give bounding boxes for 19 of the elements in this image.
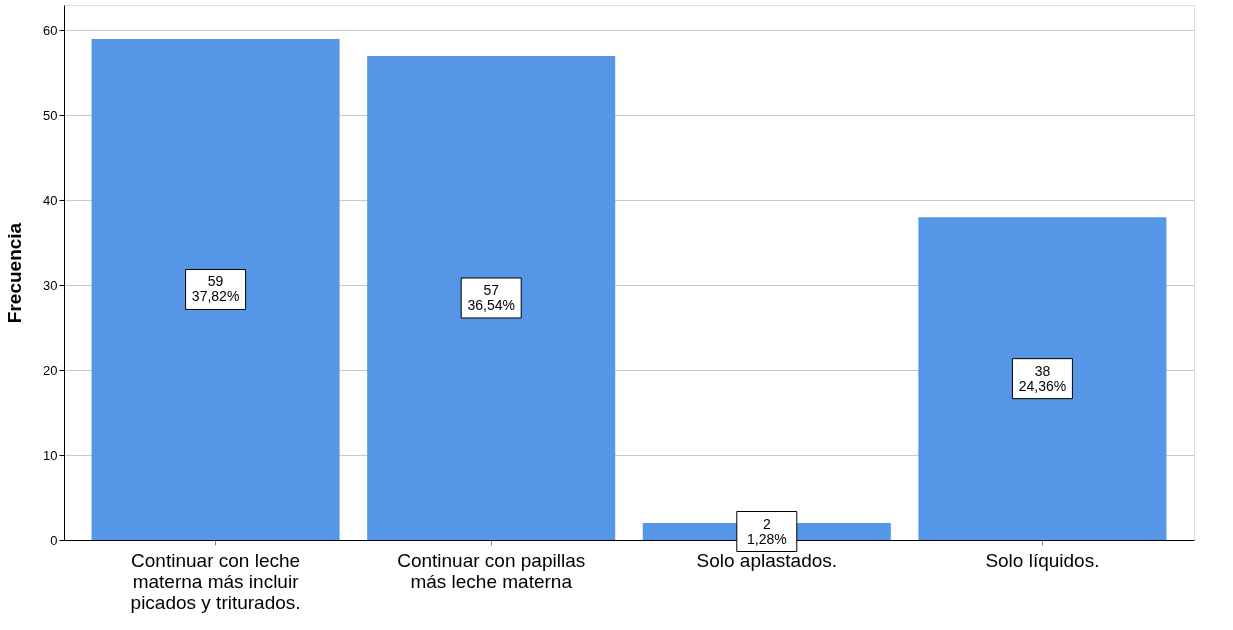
data-label: 59 37,82% [191, 273, 240, 305]
data-label: 57 36,54% [467, 281, 515, 313]
y-tick-label: 0 [50, 532, 58, 548]
data-label: 2 1,28% [746, 515, 787, 547]
x-tick-label: Solo aplastados. [696, 549, 838, 571]
y-tick-label: 20 [43, 362, 58, 378]
y-tick-label: 60 [43, 22, 58, 38]
x-tick-label: Continuar con leche materna más incluir picados y triturados. [130, 549, 301, 613]
bar [918, 217, 1167, 540]
y-tick-label: 40 [43, 192, 58, 208]
x-tick-label: Solo líquidos. [985, 549, 1100, 571]
bar [91, 38, 340, 540]
y-tick-label: 50 [43, 107, 58, 123]
y-tick-label: 30 [43, 277, 58, 293]
bar [367, 55, 616, 540]
data-label: 38 24,36% [1018, 362, 1067, 394]
x-tick-label: Continuar con papillas más leche materna [397, 549, 586, 592]
y-tick-label: 10 [43, 447, 58, 463]
y-axis-title: Frecuencia [4, 222, 26, 324]
